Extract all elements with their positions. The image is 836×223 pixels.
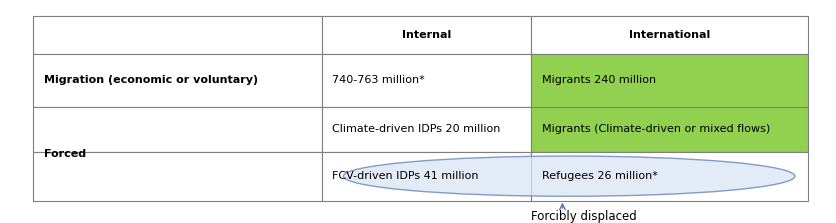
Bar	[33, 54, 322, 107]
Bar	[531, 152, 807, 201]
Bar	[33, 16, 322, 54]
Bar	[322, 54, 531, 107]
Ellipse shape	[343, 156, 794, 196]
Bar	[322, 107, 531, 152]
Bar	[33, 152, 322, 201]
Bar	[322, 152, 531, 201]
Text: Migrants (Climate-driven or mixed flows): Migrants (Climate-driven or mixed flows)	[541, 124, 769, 134]
Text: Forced: Forced	[43, 149, 85, 159]
Text: Refugees 26 million*: Refugees 26 million*	[541, 171, 656, 181]
Bar	[531, 54, 807, 107]
Text: Migration (economic or voluntary): Migration (economic or voluntary)	[43, 75, 257, 85]
Text: International: International	[628, 30, 710, 39]
Text: Migrants 240 million: Migrants 240 million	[541, 75, 655, 85]
Text: FCV-driven IDPs 41 million: FCV-driven IDPs 41 million	[332, 171, 478, 181]
Text: Climate-driven IDPs 20 million: Climate-driven IDPs 20 million	[332, 124, 500, 134]
Bar	[322, 16, 531, 54]
Bar	[33, 107, 322, 152]
Bar	[531, 16, 807, 54]
Text: Internal: Internal	[402, 30, 451, 39]
Text: 740-763 million*: 740-763 million*	[332, 75, 425, 85]
Text: Forcibly displaced: Forcibly displaced	[530, 210, 635, 223]
Bar	[531, 107, 807, 152]
